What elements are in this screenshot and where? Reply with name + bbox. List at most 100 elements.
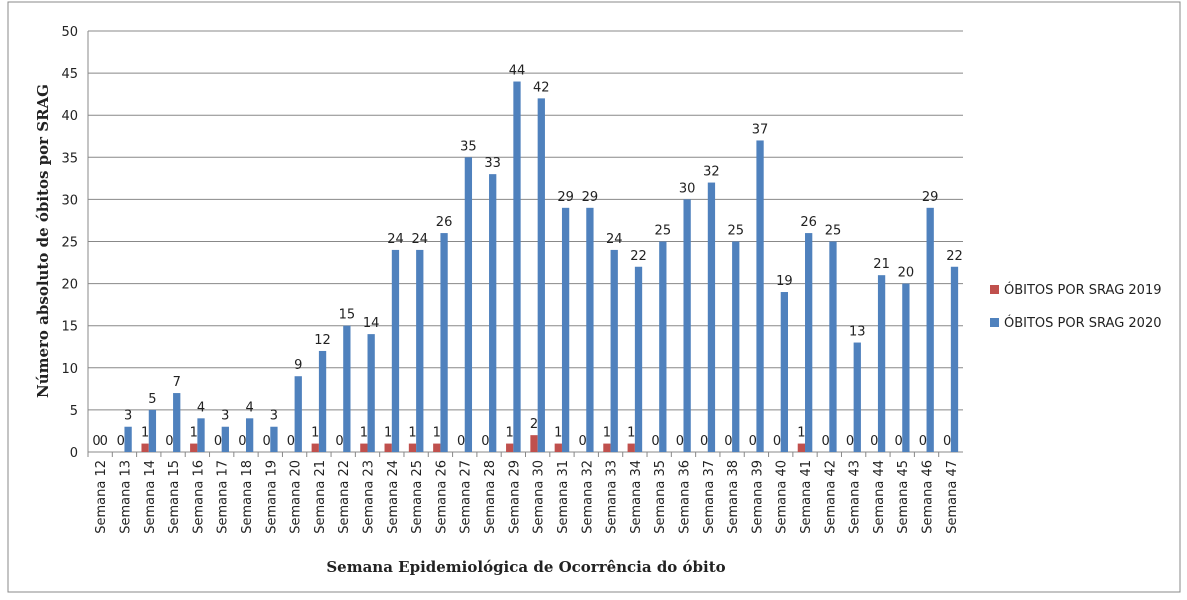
bar bbox=[756, 140, 764, 452]
data-label: 3 bbox=[270, 409, 278, 424]
y-axis-title: Número absoluto de óbitos por SRAG bbox=[34, 84, 52, 398]
data-label: 0 bbox=[894, 434, 902, 449]
data-label: 1 bbox=[433, 426, 441, 441]
bar bbox=[173, 393, 181, 452]
x-tick-label: Semana 31 bbox=[556, 460, 571, 534]
data-label: 7 bbox=[173, 375, 181, 390]
bar bbox=[950, 266, 959, 452]
x-tick-label: Semana 12 bbox=[94, 460, 109, 534]
x-tick-label: Semana 38 bbox=[726, 460, 741, 534]
data-label: 0 bbox=[117, 434, 125, 449]
data-label: 0 bbox=[165, 434, 173, 449]
data-label: 1 bbox=[311, 426, 319, 441]
data-label: 0 bbox=[919, 434, 927, 449]
data-label: 20 bbox=[898, 266, 915, 281]
bar bbox=[360, 443, 368, 452]
data-label: 12 bbox=[314, 333, 331, 348]
data-label: 32 bbox=[703, 165, 720, 180]
data-label: 22 bbox=[946, 249, 963, 264]
y-tick-label: 15 bbox=[61, 320, 78, 335]
data-label: 0 bbox=[822, 434, 830, 449]
data-label: 3 bbox=[124, 409, 132, 424]
bar bbox=[853, 342, 861, 452]
bar bbox=[805, 233, 813, 452]
x-tick-label: Semana 39 bbox=[750, 460, 765, 534]
data-label: 0 bbox=[335, 434, 343, 449]
data-label: 2 bbox=[530, 417, 538, 432]
data-label: 14 bbox=[363, 316, 380, 331]
data-label: 1 bbox=[627, 426, 635, 441]
x-tick-label: Semana 45 bbox=[896, 460, 911, 534]
bar bbox=[829, 241, 837, 452]
bar bbox=[902, 283, 910, 452]
bar bbox=[294, 376, 302, 452]
bar bbox=[797, 443, 806, 452]
data-label: 4 bbox=[245, 400, 253, 415]
data-label: 24 bbox=[606, 232, 623, 247]
bar bbox=[586, 207, 594, 452]
legend-label: ÓBITOS POR SRAG 2019 bbox=[1004, 282, 1162, 298]
data-label: 0 bbox=[287, 434, 295, 449]
x-tick-label: Semana 33 bbox=[605, 460, 620, 534]
bar bbox=[343, 325, 351, 452]
x-tick-label: Semana 36 bbox=[677, 460, 692, 534]
bar bbox=[440, 233, 448, 452]
y-tick-label: 30 bbox=[61, 193, 78, 208]
data-label: 29 bbox=[922, 190, 939, 205]
bar bbox=[627, 443, 635, 452]
data-label: 25 bbox=[825, 224, 842, 239]
x-tick-label: Semana 40 bbox=[775, 460, 790, 534]
bar bbox=[659, 241, 667, 452]
bar bbox=[391, 249, 400, 452]
x-tick-label: Semana 42 bbox=[823, 460, 838, 534]
data-label: 0 bbox=[773, 434, 781, 449]
data-label: 0 bbox=[481, 434, 489, 449]
x-tick-label: Semana 34 bbox=[629, 460, 644, 534]
data-label: 0 bbox=[676, 434, 684, 449]
data-label: 5 bbox=[148, 392, 156, 407]
x-tick-label: Semana 32 bbox=[580, 460, 595, 534]
data-label: 1 bbox=[554, 426, 562, 441]
data-label: 1 bbox=[408, 426, 416, 441]
x-tick-label: Semana 44 bbox=[872, 460, 887, 534]
bar bbox=[732, 241, 740, 452]
data-label: 0 bbox=[578, 434, 586, 449]
data-label: 33 bbox=[484, 156, 501, 171]
bar bbox=[530, 435, 538, 452]
x-tick-label: Semana 16 bbox=[191, 460, 206, 534]
bar bbox=[367, 334, 375, 452]
x-axis-title: Semana Epidemiológica de Ocorrência do ó… bbox=[326, 558, 725, 576]
data-label: 1 bbox=[797, 426, 805, 441]
bar bbox=[141, 443, 149, 452]
data-label: 0 bbox=[214, 434, 222, 449]
data-label: 0 bbox=[943, 434, 951, 449]
data-label: 0 bbox=[700, 434, 708, 449]
data-label: 1 bbox=[384, 426, 392, 441]
x-tick-label: Semana 46 bbox=[921, 460, 936, 534]
y-tick-label: 45 bbox=[61, 67, 78, 82]
data-label: 26 bbox=[436, 215, 453, 230]
bar bbox=[683, 199, 691, 452]
data-label: 22 bbox=[630, 249, 647, 264]
data-label: 0 bbox=[870, 434, 878, 449]
legend-swatch bbox=[990, 285, 999, 294]
bar bbox=[318, 350, 327, 452]
bar bbox=[877, 275, 886, 452]
data-label: 1 bbox=[190, 426, 198, 441]
data-label: 21 bbox=[873, 257, 890, 272]
data-label: 25 bbox=[727, 224, 744, 239]
legend-label: ÓBITOS POR SRAG 2020 bbox=[1004, 315, 1162, 331]
data-label: 0 bbox=[651, 434, 659, 449]
bar bbox=[780, 292, 788, 452]
x-tick-label: Semana 26 bbox=[434, 460, 449, 534]
bar bbox=[433, 443, 441, 452]
y-tick-label: 0 bbox=[70, 446, 78, 461]
bar bbox=[561, 207, 570, 452]
data-label: 24 bbox=[387, 232, 404, 247]
x-tick-label: Semana 19 bbox=[264, 460, 279, 534]
y-tick-label: 20 bbox=[61, 278, 78, 293]
legend-swatch bbox=[990, 318, 999, 327]
data-label: 0 bbox=[749, 434, 757, 449]
data-label: 13 bbox=[849, 325, 866, 340]
bar bbox=[245, 418, 254, 452]
